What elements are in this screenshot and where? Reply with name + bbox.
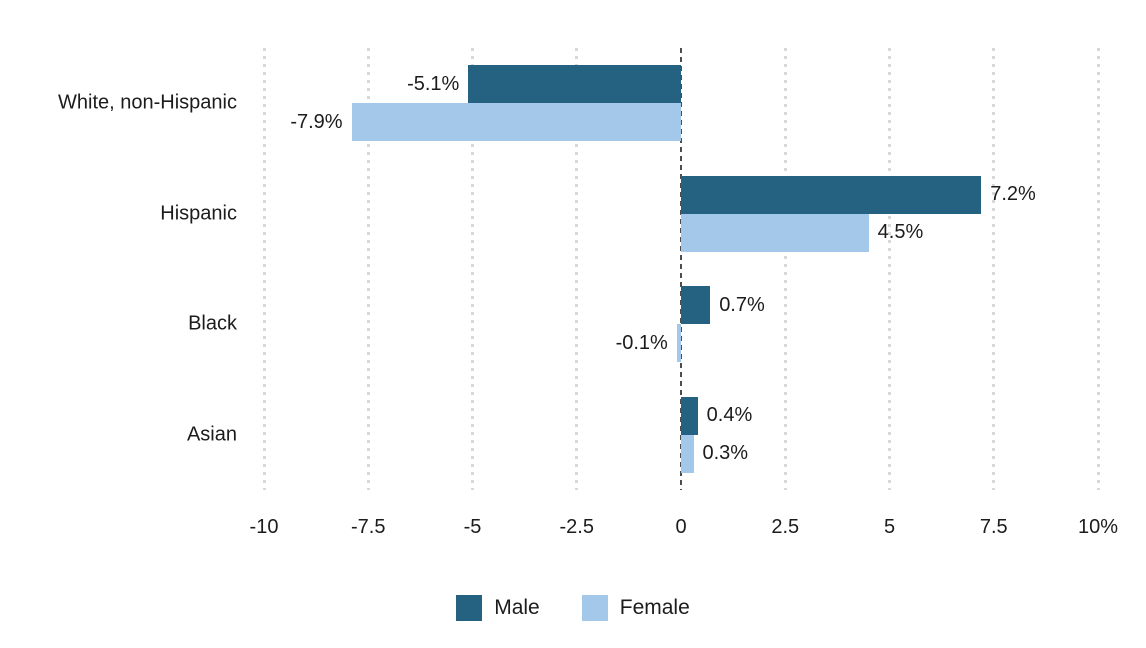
x-tick-label: -2.5 [559, 516, 594, 538]
x-tick-label: 2.5 [771, 516, 800, 538]
zero-axis-line [680, 48, 682, 490]
bar-male-hispanic [681, 175, 982, 214]
gridline [888, 48, 891, 490]
x-tick-label: 7.5 [979, 516, 1008, 538]
female-legend-swatch [581, 595, 608, 621]
bar-female-hispanic [681, 213, 869, 252]
gridline [992, 48, 996, 490]
gridline [471, 48, 474, 490]
bar-male-white-non-hispanic [468, 65, 681, 104]
x-tick-label: 0 [675, 516, 687, 538]
female-legend-label: Female [619, 596, 690, 619]
value-label-female-white-non-hispanic: -7.9% [290, 110, 343, 133]
category-label-asian: Asian [186, 423, 237, 446]
value-label-female-asian: 0.3% [702, 442, 749, 465]
gridline [1096, 48, 1100, 490]
x-tick-label: 10% [1077, 516, 1119, 538]
bar-female-white-non-hispanic [351, 103, 681, 142]
gridline [366, 48, 370, 490]
legend-item-female: Female [581, 595, 690, 621]
x-tick-label: -5 [463, 516, 482, 538]
category-label-white-non-hispanic: White, non-Hispanic [58, 91, 237, 114]
gridline [783, 48, 787, 490]
category-label-black: Black [188, 312, 237, 335]
x-tick-label: -10 [249, 516, 279, 538]
gridline [262, 48, 266, 490]
bar-female-asian [681, 434, 694, 473]
value-label-male-asian: 0.4% [706, 404, 753, 427]
value-label-female-black: -0.1% [615, 331, 668, 354]
legend-item-male: Male [456, 595, 540, 621]
male-legend-label: Male [494, 596, 540, 619]
category-label-hispanic: Hispanic [160, 202, 237, 225]
value-label-male-black: 0.7% [719, 293, 765, 316]
gridline [575, 48, 579, 490]
x-tick-label: 5 [883, 516, 896, 538]
male-legend-swatch [456, 595, 483, 621]
value-label-male-white-non-hispanic: -5.1% [407, 72, 460, 95]
x-tick-label: -7.5 [351, 516, 386, 538]
value-label-male-hispanic: 7.2% [990, 183, 1036, 206]
legend: Male Female [0, 595, 1146, 621]
bar-male-black [681, 286, 711, 325]
bar-female-black [676, 324, 681, 363]
bar-male-asian [681, 396, 698, 435]
value-label-female-hispanic: 4.5% [877, 221, 924, 244]
